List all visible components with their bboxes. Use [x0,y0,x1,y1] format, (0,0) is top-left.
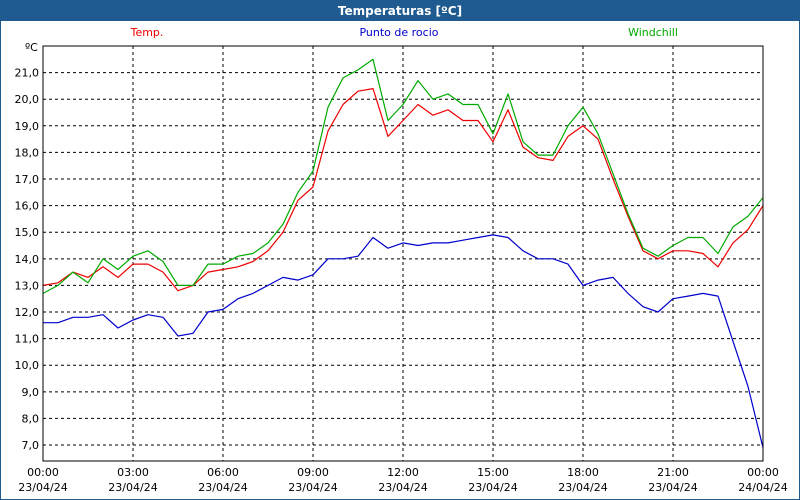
legend-item: Temp. [130,26,164,39]
y-tick-label: 12,0 [15,306,40,319]
y-tick-label: 16,0 [15,200,40,213]
x-tick-label-time: 15:00 [477,466,509,479]
chart-plot: Temp. Punto de rocio Windchill ºC 7,0 8,0 9,… [15,26,788,494]
y-tick-label: 10,0 [15,359,40,372]
y-tick-label: 11,0 [15,333,40,346]
series-line [42,87,764,292]
y-axis-label: ºC [25,41,38,54]
x-tick-label-time: 00:00 [27,466,59,479]
x-tick-label-time: 00:00 [747,466,779,479]
y-tick-label: 19,0 [15,120,40,133]
y-tick-label: 9,0 [22,386,40,399]
y-tick-label: 20,0 [15,93,40,106]
x-tick-label-date: 23/04/24 [468,481,517,494]
series-lines [42,58,764,448]
y-tick-label: 18,0 [15,146,40,159]
series-line [43,234,764,448]
y-tick-label: 15,0 [15,226,40,239]
y-tick-label: 21,0 [15,67,40,80]
y-axis-ticks: 7,0 8,0 9,0 10,0 11,0 12,0 13,0 14,0 15,0 16,0 17,… [15,67,40,452]
legend-item: Windchill [628,26,678,39]
y-tick-label: 13,0 [15,279,40,292]
x-tick-label-date: 23/04/24 [378,481,427,494]
x-tick-label-date: 23/04/24 [288,481,337,494]
x-tick-label-date: 23/04/24 [18,481,67,494]
plot-frame [42,45,764,462]
x-tick-label-date: 23/04/24 [198,481,247,494]
y-tick-label: 17,0 [15,173,40,186]
chart-title: Temperaturas [ºC] [1,1,799,21]
x-tick-label-time: 21:00 [657,466,689,479]
y-tick-label: 14,0 [15,253,40,266]
x-tick-label-time: 03:00 [117,466,149,479]
legend-item: Punto de rocio [359,26,438,39]
x-tick-label-time: 18:00 [567,466,599,479]
y-tick-label: 7,0 [22,439,40,452]
y-tick-label: 8,0 [22,412,40,425]
x-axis-ticks: 00:00 23/04/24 03:00 23/04/24 06:00 23/04/24 0… [18,466,787,494]
x-tick-label-date: 23/04/24 [648,481,697,494]
series-line [42,58,764,294]
x-tick-label-date: 24/04/24 [738,481,787,494]
x-tick-label-time: 06:00 [207,466,239,479]
x-tick-label-time: 12:00 [387,466,419,479]
grid [43,46,763,461]
x-tick-label-date: 23/04/24 [108,481,157,494]
x-tick-label-time: 09:00 [297,466,329,479]
x-tick-label-date: 23/04/24 [558,481,607,494]
legend: Temp. Punto de rocio Windchill [130,26,678,39]
